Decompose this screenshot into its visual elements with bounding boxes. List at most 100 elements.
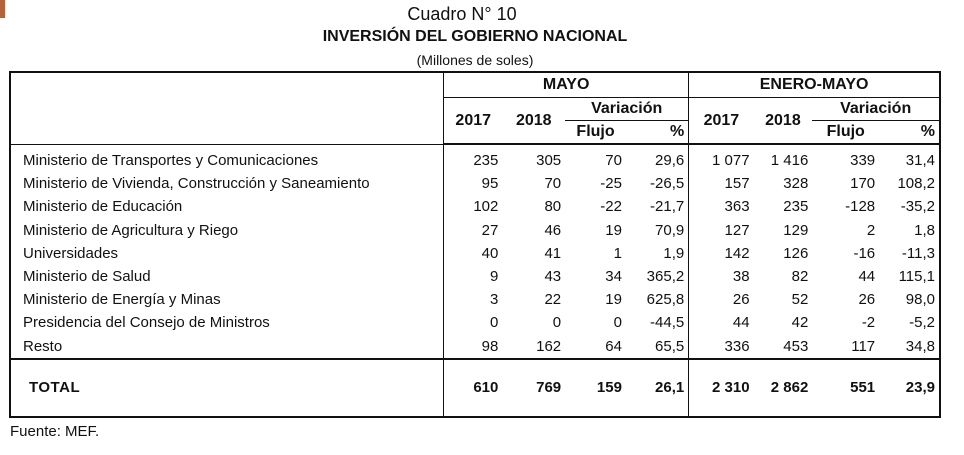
table-title: INVERSIÓN DEL GOBIERNO NACIONAL [322,28,628,45]
row-label-header [10,72,445,145]
cell: 142 [724,244,750,262]
group-header-enero-mayo: ENERO-MAYO [688,72,940,98]
table-row: Ministerio de Agricultura y Riego 27 46 … [10,218,940,242]
cell: 1 [613,244,622,262]
year-header-2018-enero-mayo: 2018 [753,97,813,145]
cell: 162 [536,337,562,355]
total-cell: 769 [502,357,566,417]
percent-header-enero-mayo: % [879,120,940,145]
cell: 82 [791,268,809,286]
cell: 9 [490,268,499,286]
cell: 0 [490,314,499,332]
table-row: Ministerio de Vivienda, Construcción y S… [10,172,940,196]
cell: 22 [544,291,562,309]
table-number: Cuadro N° 10 [407,4,517,24]
table-row: Presidencia del Consejo de Ministros 0 0… [10,311,940,335]
table-row: Ministerio de Educación 102 80 -22 -21,7… [10,195,940,219]
cell: 65,5 [625,334,690,359]
cell: 305 [536,152,562,170]
investment-table: MAYO ENERO-MAYO 2017 2018 Variación 2017… [9,71,941,418]
cell: 34 [605,268,622,286]
cell: 126 [783,244,809,262]
cell: 70 [544,175,562,193]
cell: 98,0 [905,291,935,309]
cell: -26,5 [625,172,690,196]
source-note: Fuente: MEF. [10,423,100,440]
total-cell: 23,9 [879,357,940,417]
cell: 27 [481,221,499,239]
row-label: Ministerio de Transportes y Comunicacion… [10,144,445,173]
cell: 1,9 [625,241,690,265]
cell: 70 [605,152,622,170]
cell: 102 [473,198,499,216]
cell: 98 [481,337,499,355]
cell: 365,2 [625,264,690,289]
cell: 80 [544,198,562,216]
total-cell: 551 [812,357,880,417]
total-cell: 2 310 [688,357,754,417]
corner-decoration [0,0,5,18]
table-row: Ministerio de Transportes y Comunicacion… [10,144,940,173]
cell: 339 [850,152,876,170]
cell: -128 [845,198,876,216]
cell: 453 [783,337,809,355]
total-row: TOTAL 610 769 159 26,1 2 310 2 862 551 2… [10,357,940,417]
total-cell: 2 862 [753,357,813,417]
row-label: Presidencia del Consejo de Ministros [10,311,445,335]
cell: 1 077 [712,152,750,170]
cell: -5,2 [909,314,935,332]
units-note: (Millones de soles) [416,52,534,68]
year-header-2017-enero-mayo: 2017 [688,97,754,145]
cell: 129 [783,221,809,239]
cell: 0 [613,314,622,332]
cell: 127 [724,221,750,239]
cell: 1 416 [770,152,809,170]
cell: -35,2 [900,198,935,216]
cell: 95 [481,175,499,193]
cell: 157 [724,175,750,193]
cell: 41 [544,244,562,262]
cell: 44 [732,314,750,332]
cell: 70,9 [625,218,690,242]
cell: -22 [600,198,622,216]
cell: 3 [490,291,499,309]
cell: 46 [544,221,562,239]
cell: -44,5 [625,311,690,335]
cell: -2 [861,314,876,332]
cell: -16 [853,244,876,262]
row-label: Ministerio de Salud [10,264,445,289]
cell: 52 [791,291,809,309]
cell: -25 [600,175,622,193]
table-row: Ministerio de Salud 9 43 34 365,2 38 82 … [10,264,940,289]
cell: 26 [732,291,750,309]
cell: 363 [724,198,750,216]
cell: 2 [866,221,876,239]
cell: 235 [783,198,809,216]
table-row: Ministerio de Energía y Minas 3 22 19 62… [10,288,940,312]
cell: 625,8 [625,288,690,312]
cell: 170 [850,175,876,193]
cell: 42 [791,314,809,332]
cell: 29,6 [625,144,690,173]
cell: 117 [851,337,876,355]
table-row: Resto 98 162 64 65,5 336 453 117 34,8 [10,334,940,359]
cell: 43 [544,268,562,286]
table-row: Universidades 40 41 1 1,9 142 126 -16 -1… [10,241,940,265]
cell: 31,4 [905,152,935,170]
cell: 115,1 [898,268,935,286]
cell: 108,2 [897,175,935,193]
cell: -21,7 [625,195,690,219]
year-header-2017-mayo: 2017 [443,97,503,145]
cell: 19 [605,221,622,239]
flujo-header-mayo: Flujo [565,120,626,145]
row-label: Ministerio de Educación [10,195,445,219]
cell: 336 [724,337,750,355]
cell: 0 [552,314,562,332]
cell: 40 [481,244,499,262]
cell: 1,8 [914,221,935,239]
percent-header-mayo: % [625,120,690,145]
cell: 26 [858,291,876,309]
cell: 38 [732,268,750,286]
flujo-header-enero-mayo: Flujo [812,120,880,145]
cell: 19 [605,291,622,309]
